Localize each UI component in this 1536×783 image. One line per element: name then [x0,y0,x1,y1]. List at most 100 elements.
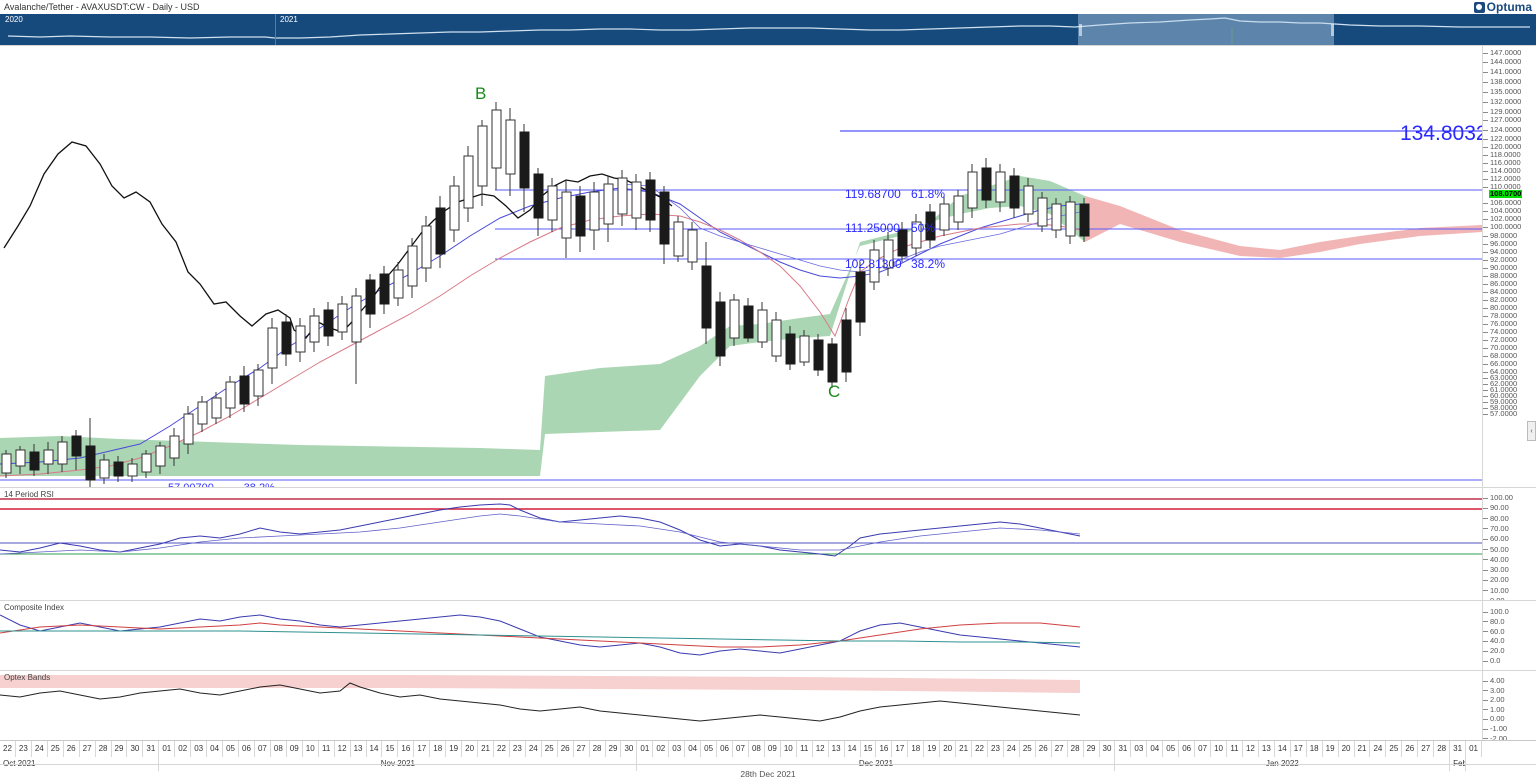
date-axis-day[interactable]: 09 [765,741,781,757]
date-axis-day[interactable]: 17 [414,741,431,757]
date-axis-day[interactable]: 11 [319,741,335,757]
date-axis-day[interactable]: 04 [207,741,224,757]
date-axis-day[interactable]: 28 [1434,741,1451,757]
date-axis-day[interactable]: 23 [510,741,526,757]
date-axis-day[interactable]: 31 [143,741,160,757]
date-axis-day[interactable]: 18 [1307,741,1323,757]
date-axis-day[interactable]: 27 [574,741,590,757]
date-axis-day[interactable]: 16 [876,741,893,757]
date-axis-day[interactable]: 12 [335,741,351,757]
date-axis-day[interactable]: 05 [701,741,718,757]
date-axis-day[interactable]: 01 [637,741,654,757]
composite-index-plot-area[interactable] [0,601,1482,670]
date-axis-day[interactable]: 06 [239,741,255,757]
date-axis-day[interactable]: 07 [255,741,271,757]
date-axis-day[interactable]: 08 [749,741,765,757]
date-axis-day[interactable]: 07 [1195,741,1212,757]
date-axis-day[interactable]: 15 [861,741,877,757]
date-axis-day[interactable]: 08 [271,741,287,757]
date-axis-day[interactable]: 19 [1323,741,1339,757]
rsi-pane[interactable]: 14 Period RSI 100.00 90.00 80.00 70.00 60.00… [0,487,1536,600]
date-axis-day[interactable]: 21 [1355,741,1371,757]
date-axis-day[interactable]: 20 [462,741,479,757]
date-axis-day[interactable]: 28 [96,741,112,757]
date-axis-day[interactable]: 16 [398,741,415,757]
date-axis-day[interactable]: 13 [1259,741,1275,757]
date-axis-day[interactable]: 05 [223,741,240,757]
date-axis-day[interactable]: 24 [32,741,48,757]
date-axis-day[interactable]: 25 [1386,741,1403,757]
date-axis-day[interactable]: 04 [1147,741,1164,757]
date-axis-day[interactable]: 26 [558,741,574,757]
date-axis-day[interactable]: 01 [159,741,176,757]
date-axis-day[interactable]: 24 [1004,741,1020,757]
date-axis-day[interactable]: 26 [1402,741,1419,757]
date-axis-day[interactable]: 07 [733,741,749,757]
date-axis-day[interactable]: 06 [717,741,734,757]
date-axis-day[interactable]: 05 [1163,741,1180,757]
date-axis-day[interactable]: 19 [924,741,941,757]
date-axis-day[interactable]: 21 [956,741,973,757]
date-axis-day[interactable]: 18 [908,741,925,757]
date-axis-day[interactable]: 30 [127,741,144,757]
navigator-handle-right[interactable] [1331,24,1334,36]
rsi-plot-area[interactable] [0,488,1482,600]
date-axis-day[interactable]: 19 [446,741,463,757]
date-axis-day[interactable]: 22 [972,741,988,757]
date-axis-day[interactable]: 26 [1036,741,1052,757]
date-axis-day[interactable]: 31 [1115,741,1132,757]
date-axis-day[interactable]: 13 [829,741,845,757]
navigator-view-window[interactable] [1078,14,1334,45]
date-axis-day[interactable]: 24 [1370,741,1387,757]
date-axis-day[interactable]: 12 [1243,741,1259,757]
date-axis-day[interactable]: 03 [1131,741,1148,757]
date-axis-day[interactable]: 27 [1418,741,1435,757]
date-axis-day[interactable]: 10 [1211,741,1228,757]
date-axis-day[interactable]: 29 [606,741,622,757]
date-axis-day[interactable]: 28 [590,741,606,757]
optex-bands-plot-area[interactable] [0,671,1482,740]
date-axis-day[interactable]: 17 [1291,741,1307,757]
chart-navigator[interactable]: 2020 2021 [0,14,1536,45]
date-axis-day[interactable]: 20 [1339,741,1355,757]
price-plot-area[interactable]: B C 119.68700 61.8% 111.25000 50% 102.81… [0,46,1482,487]
date-axis-day[interactable]: 10 [781,741,797,757]
price-axis[interactable]: 147.0000 144.0000 141.0000 138.0000 135.0000… [1482,46,1536,487]
rsi-axis[interactable]: 100.00 90.00 80.00 70.00 60.00 50.00 40.00 30.0… [1482,488,1536,600]
date-axis-day[interactable]: 27 [80,741,96,757]
date-axis-day[interactable]: 27 [1052,741,1068,757]
date-axis-day[interactable]: 26 [64,741,80,757]
date-axis-day[interactable]: 23 [16,741,32,757]
pane-collapse-button[interactable]: ‹ [1527,421,1536,441]
date-axis-day[interactable]: 14 [1275,741,1291,757]
date-axis-day[interactable]: 03 [191,741,208,757]
date-axis-day[interactable]: 28 [1068,741,1084,757]
date-axis-day[interactable]: 15 [382,741,399,757]
date-axis-day[interactable]: 30 [621,741,638,757]
date-axis-day[interactable]: 17 [892,741,909,757]
date-axis-day[interactable]: 25 [1020,741,1036,757]
date-axis-day[interactable]: 29 [1084,741,1100,757]
date-axis-day[interactable]: 02 [653,741,670,757]
date-axis-day[interactable]: 22 [494,741,510,757]
date-axis-day[interactable]: 18 [430,741,447,757]
date-axis-day[interactable]: 03 [669,741,686,757]
date-axis-day[interactable]: 10 [303,741,319,757]
composite-index-axis[interactable]: 100.0 80.0 60.0 40.0 20.0 0.0 [1482,601,1536,670]
date-axis-day[interactable]: 23 [988,741,1004,757]
optex-bands-pane[interactable]: Optex Bands 4.00 3.00 2.00 1.00 0.00 -1.00 -2.… [0,670,1536,740]
composite-index-pane[interactable]: Composite Index 100.0 80.0 60.0 40.0 20.0 0.0 [0,600,1536,670]
date-axis-day[interactable]: 30 [1100,741,1116,757]
date-axis-day[interactable]: 02 [175,741,192,757]
date-axis-day[interactable]: 25 [542,741,558,757]
date-axis-day[interactable]: 13 [351,741,367,757]
date-axis-day[interactable]: 14 [367,741,383,757]
date-axis-day[interactable]: 14 [845,741,861,757]
date-axis-day[interactable]: 25 [48,741,64,757]
navigator-handle-left[interactable] [1079,24,1082,36]
date-axis-day[interactable]: 06 [1179,741,1196,757]
date-axis[interactable]: 22 23 24 25 26 27 28 29 30 31 01 02 03 04 05 06 07 08 09 10… [0,740,1536,771]
price-pane[interactable]: B C 119.68700 61.8% 111.25000 50% 102.81… [0,45,1536,487]
date-axis-day[interactable]: 01 [1466,741,1482,757]
date-axis-day[interactable]: 22 [0,741,16,757]
